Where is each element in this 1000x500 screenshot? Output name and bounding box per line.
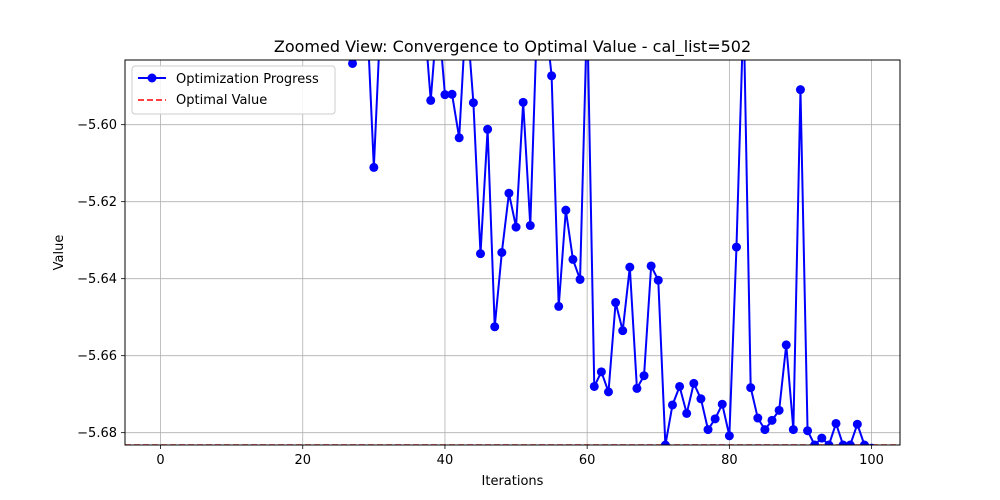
plot-frame: [124, 59, 901, 446]
legend-label-optimal: Optimal Value: [176, 93, 267, 108]
progress-point: [483, 124, 493, 134]
axis-ticks: 0 20 40 60 80 100 −5.68 −5.66 −5.64 −5.62 −5.60: [77, 118, 884, 468]
series-layer: [125, 60, 900, 445]
progress-point: [504, 188, 514, 198]
progress-point: [781, 340, 791, 350]
progress-point: [788, 425, 798, 435]
progress-line: [351, 60, 867, 445]
progress-point: [803, 426, 813, 436]
progress-point: [824, 440, 834, 445]
progress-point: [675, 381, 685, 391]
y-tick-label: −5.68: [77, 426, 117, 441]
progress-point: [753, 413, 763, 423]
progress-point: [795, 85, 805, 95]
progress-point: [852, 419, 862, 429]
progress-point: [618, 326, 628, 336]
progress-point: [554, 301, 564, 311]
progress-point: [703, 425, 713, 435]
progress-point: [810, 440, 820, 445]
progress-point: [589, 381, 599, 391]
progress-point: [561, 205, 571, 215]
legend-box: [131, 65, 336, 115]
progress-point: [731, 242, 741, 252]
progress-point: [660, 440, 670, 445]
progress-point: [476, 249, 486, 259]
progress-point: [859, 440, 869, 445]
progress-point: [646, 261, 656, 271]
progress-point: [845, 440, 855, 445]
chart-title: Zoomed View: Convergence to Optimal Valu…: [274, 37, 751, 57]
progress-point: [817, 433, 827, 443]
progress-point: [547, 71, 557, 81]
progress-point: [348, 60, 358, 68]
x-tick-label: 80: [721, 453, 738, 468]
progress-point: [682, 408, 692, 418]
x-tick-label: 40: [437, 453, 454, 468]
legend-label-progress: Optimization Progress: [176, 72, 319, 87]
progress-point: [525, 221, 535, 231]
progress-point: [596, 367, 606, 377]
progress-point: [667, 400, 677, 410]
x-tick-label: 20: [294, 453, 311, 468]
progress-point: [568, 254, 578, 264]
progress-point: [369, 162, 379, 172]
progress-point: [497, 248, 507, 257]
progress-point: [575, 274, 585, 284]
progress-point: [426, 95, 436, 105]
progress-point: [696, 394, 706, 404]
progress-point: [440, 90, 450, 100]
progress-point: [653, 275, 663, 285]
y-tick-label: −5.60: [77, 118, 117, 133]
y-axis-label: Value: [52, 235, 67, 271]
progress-point: [746, 383, 756, 393]
progress-point: [767, 415, 777, 425]
progress-point: [710, 414, 720, 424]
progress-point: [760, 425, 770, 435]
progress-point: [717, 399, 727, 409]
legend: Optimization Progress Optimal Value: [131, 65, 336, 115]
progress-point: [632, 383, 642, 393]
progress-point: [625, 262, 635, 272]
progress-point: [518, 97, 528, 107]
x-tick-label: 100: [859, 453, 884, 468]
progress-point: [724, 431, 734, 441]
plot-area: [125, 60, 900, 445]
y-tick-label: −5.62: [77, 195, 117, 210]
progress-point: [838, 440, 848, 445]
progress-point: [490, 322, 500, 332]
x-axis-label: Iterations: [482, 474, 544, 489]
progress-point: [774, 405, 784, 415]
x-tick-label: 0: [156, 453, 164, 468]
progress-point: [454, 133, 464, 143]
y-tick-label: −5.66: [77, 349, 117, 364]
progress-point: [468, 98, 478, 108]
progress-point: [447, 89, 457, 99]
progress-point: [831, 418, 841, 428]
progress-point: [639, 371, 649, 381]
x-tick-label: 60: [579, 453, 596, 468]
progress-point: [611, 298, 621, 308]
progress-point: [603, 387, 613, 397]
grid: [125, 60, 900, 445]
progress-point: [511, 222, 521, 232]
legend-marker-progress: [147, 73, 157, 83]
progress-point: [689, 378, 699, 388]
y-tick-label: −5.64: [77, 272, 117, 287]
